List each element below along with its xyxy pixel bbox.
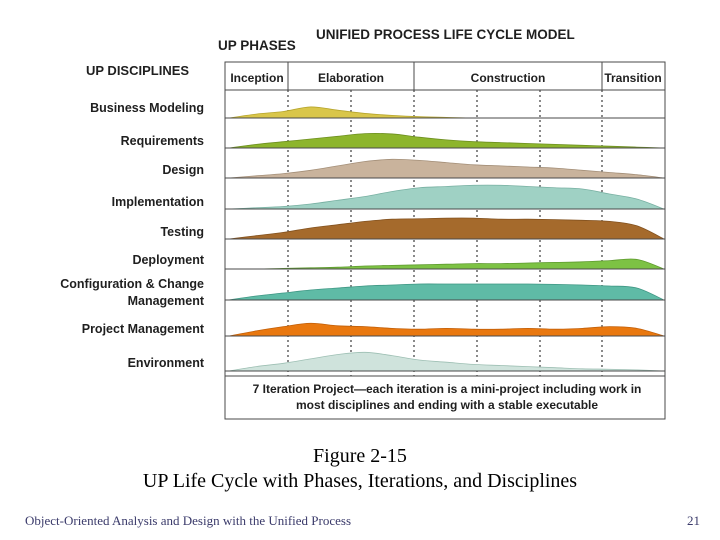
workload-curve-4 — [228, 217, 665, 240]
discipline-label: Configuration & Change — [60, 277, 204, 291]
discipline-label: Design — [162, 163, 204, 177]
discipline-label: Testing — [160, 225, 204, 239]
discipline-label: Project Management — [82, 322, 205, 336]
phase-elaboration: Elaboration — [318, 71, 384, 85]
page-number: 21 — [687, 513, 700, 528]
discipline-label: Requirements — [121, 134, 204, 148]
book-title: Object-Oriented Analysis and Design with… — [25, 513, 352, 528]
discipline-label: Deployment — [132, 253, 204, 267]
workload-curve-1 — [228, 132, 665, 149]
diagram-title: UNIFIED PROCESS LIFE CYCLE MODEL — [316, 27, 575, 42]
workload-curve-7 — [228, 322, 665, 337]
discipline-rows: Business Modeling Requirements Design Imple… — [60, 101, 665, 372]
phase-inception: Inception — [230, 71, 283, 85]
figure-caption: UP Life Cycle with Phases, Iterations, a… — [142, 470, 578, 492]
discipline-label: Environment — [128, 356, 205, 370]
iteration-note-line2: most disciplines and ending with a stabl… — [296, 398, 598, 412]
disciplines-header: UP DISCIPLINES — [86, 63, 189, 78]
workload-curve-5 — [228, 258, 665, 270]
discipline-label: Implementation — [112, 195, 204, 209]
diagram-frame — [224, 61, 666, 420]
iteration-note-line1: 7 Iteration Project—each iteration is a … — [253, 382, 642, 396]
phase-transition: Transition — [604, 71, 661, 85]
discipline-label: Management — [128, 294, 205, 308]
workload-curve-6 — [228, 283, 665, 301]
workload-curve-8 — [228, 351, 665, 372]
figure-number: Figure 2-15 — [313, 445, 407, 467]
phase-header-row: Inception Elaboration Construction Trans… — [225, 62, 665, 91]
discipline-label: Business Modeling — [90, 101, 204, 115]
workload-curve-3 — [228, 184, 665, 210]
phase-construction: Construction — [471, 71, 546, 85]
workload-curve-0 — [228, 106, 664, 119]
workload-curve-2 — [228, 158, 665, 179]
phases-header: UP PHASES — [218, 38, 296, 53]
